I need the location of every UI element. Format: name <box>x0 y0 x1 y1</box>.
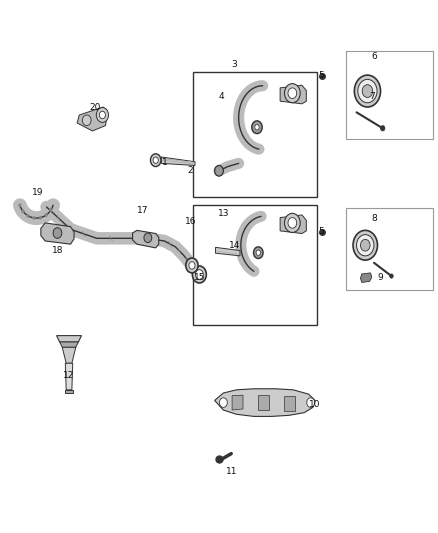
Circle shape <box>189 262 195 269</box>
Circle shape <box>255 125 259 130</box>
Polygon shape <box>57 336 81 342</box>
Circle shape <box>195 270 203 279</box>
Circle shape <box>45 213 48 216</box>
Text: 11: 11 <box>226 467 238 475</box>
Polygon shape <box>215 247 240 256</box>
Circle shape <box>390 274 393 278</box>
Polygon shape <box>232 395 243 410</box>
Circle shape <box>353 230 378 260</box>
Text: 7: 7 <box>369 92 374 101</box>
Circle shape <box>96 108 109 123</box>
Text: 3: 3 <box>231 60 237 69</box>
Polygon shape <box>285 395 295 411</box>
Circle shape <box>27 214 29 217</box>
Text: 5: 5 <box>319 70 325 79</box>
Circle shape <box>153 157 158 164</box>
Circle shape <box>99 111 106 119</box>
Text: 5: 5 <box>319 228 325 237</box>
Polygon shape <box>62 348 76 364</box>
Circle shape <box>362 85 373 98</box>
Text: 15: 15 <box>194 273 205 281</box>
Polygon shape <box>215 389 315 416</box>
Circle shape <box>215 165 223 176</box>
Text: 16: 16 <box>185 217 196 226</box>
Circle shape <box>219 398 227 407</box>
Text: 4: 4 <box>219 92 224 101</box>
Circle shape <box>82 115 91 126</box>
Circle shape <box>144 233 152 243</box>
Polygon shape <box>65 364 73 390</box>
Circle shape <box>32 216 35 220</box>
Circle shape <box>358 79 377 103</box>
Text: 20: 20 <box>89 102 100 111</box>
Circle shape <box>254 247 263 259</box>
Circle shape <box>49 208 52 212</box>
Polygon shape <box>280 215 306 233</box>
Text: 18: 18 <box>52 246 63 255</box>
Circle shape <box>354 75 381 107</box>
Circle shape <box>360 239 370 251</box>
Circle shape <box>381 126 385 131</box>
Circle shape <box>357 235 374 256</box>
Circle shape <box>285 84 300 103</box>
Circle shape <box>186 258 198 273</box>
Polygon shape <box>360 273 372 282</box>
Polygon shape <box>161 157 195 165</box>
Text: 6: 6 <box>371 52 377 61</box>
Text: 13: 13 <box>218 209 229 218</box>
Bar <box>193 72 317 197</box>
Text: 12: 12 <box>63 371 74 380</box>
Circle shape <box>307 398 314 407</box>
Bar <box>193 205 317 325</box>
Circle shape <box>39 216 42 219</box>
Polygon shape <box>60 342 78 348</box>
Circle shape <box>192 266 206 283</box>
Circle shape <box>252 121 262 134</box>
Polygon shape <box>258 395 269 410</box>
Text: 1: 1 <box>162 158 167 167</box>
Bar <box>346 51 433 139</box>
Circle shape <box>150 154 161 166</box>
Bar <box>346 208 433 290</box>
Circle shape <box>18 204 21 207</box>
Circle shape <box>288 88 297 99</box>
Circle shape <box>53 228 62 238</box>
Text: 19: 19 <box>32 188 43 197</box>
Text: 9: 9 <box>378 273 383 281</box>
Polygon shape <box>280 85 306 104</box>
Text: 14: 14 <box>229 241 240 250</box>
Polygon shape <box>133 230 159 248</box>
Text: 10: 10 <box>309 400 321 409</box>
Circle shape <box>285 213 300 232</box>
Polygon shape <box>41 223 74 244</box>
Circle shape <box>288 217 297 228</box>
Circle shape <box>21 209 24 213</box>
Text: 8: 8 <box>371 214 377 223</box>
Polygon shape <box>65 390 73 393</box>
Polygon shape <box>77 107 108 131</box>
Circle shape <box>256 250 261 255</box>
Text: 17: 17 <box>137 206 148 215</box>
Text: 2: 2 <box>188 166 194 175</box>
